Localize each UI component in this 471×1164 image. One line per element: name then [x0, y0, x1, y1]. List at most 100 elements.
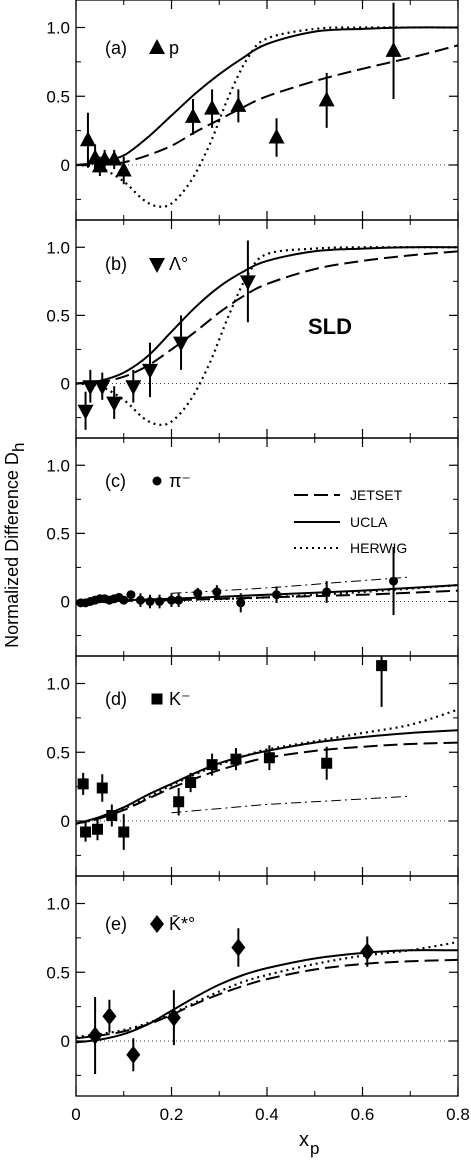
y-axis-title: Normalized Difference D: [2, 452, 22, 648]
data-point-square: [230, 753, 242, 765]
data-point-triangle-down: [94, 380, 111, 396]
data-point-circle: [193, 588, 203, 598]
data-point-square: [80, 826, 92, 838]
curve-jetset: [76, 44, 458, 167]
x-tick-label: 0.4: [255, 1105, 279, 1124]
data-point-square: [118, 826, 130, 838]
curve-herwig: [76, 708, 458, 825]
y-tick-label: 0.5: [46, 743, 70, 762]
panels-group: 0 0.5 1.0 (a) p 0 0.5 1.0 (b) Λ° 0 0.5 1.0 (c) π⁻ 0 0.5 1…: [46, 0, 459, 1097]
curve-ucla: [76, 949, 458, 1044]
panel-particle-label: K⁻: [169, 689, 191, 709]
data-point-triangle-up: [79, 131, 96, 147]
x-axis-title: x: [299, 1129, 309, 1151]
panel-marker-icon: [150, 915, 164, 933]
y-tick-label: 0: [61, 812, 70, 831]
panel-particle-label: p: [169, 38, 179, 58]
curve-dashdot: [171, 795, 411, 814]
y-tick-label: 0.5: [46, 963, 70, 982]
y-axis-subscript: h: [9, 443, 28, 452]
sld-label: SLD: [308, 314, 352, 339]
y-tick-label: 1.0: [46, 19, 70, 38]
curve-jetset: [76, 250, 458, 385]
data-point-square: [185, 777, 197, 788]
data-point-square: [96, 782, 108, 794]
panel-frame: [75, 655, 459, 877]
data-point-triangle-down: [142, 363, 159, 379]
data-point-circle: [389, 576, 399, 586]
y-tick-label: 0: [61, 375, 70, 394]
data-point-circle: [119, 595, 129, 605]
data-point-square: [263, 752, 275, 764]
curve-jetset: [76, 958, 458, 1040]
data-point-circle: [167, 595, 176, 605]
curve-jetset: [76, 741, 458, 825]
panel-e: 0 0.5 1.0 (e) K̄*°: [46, 875, 459, 1097]
data-point-square: [376, 660, 388, 672]
data-point-square: [106, 810, 118, 821]
data-point-square: [173, 796, 185, 808]
panel-label: (a): [105, 38, 127, 58]
x-tick-label: 0.6: [351, 1105, 375, 1124]
x-axis-subscript: p: [310, 1139, 319, 1158]
curve-herwig: [76, 246, 458, 427]
data-point-triangle-up: [184, 107, 201, 123]
data-point-square: [321, 757, 333, 769]
curve-herwig: [76, 940, 458, 1038]
y-tick-label: 0.5: [46, 524, 70, 543]
panel-label: (b): [105, 254, 127, 274]
data-point-diamond: [360, 942, 375, 961]
curve-ucla: [76, 729, 458, 825]
legend-label: JETSET: [350, 487, 403, 503]
data-point-diamond: [102, 1007, 117, 1026]
y-tick-label: 0: [61, 593, 70, 612]
data-point-triangle-up: [106, 150, 123, 166]
data-point-square: [77, 778, 89, 790]
panel-marker-icon: [151, 693, 163, 705]
data-point-diamond: [126, 1045, 141, 1064]
data-point-triangle-down: [239, 275, 256, 291]
y-tick-label: 0: [61, 1032, 70, 1051]
data-point-diamond: [88, 1026, 103, 1045]
data-point-triangle-up: [318, 91, 335, 107]
x-tick-label: 0.8: [446, 1105, 470, 1124]
data-point-circle: [174, 595, 184, 605]
data-point-triangle-up: [115, 161, 132, 177]
y-tick-label: 1.0: [46, 456, 70, 475]
data-point-triangle-up: [268, 128, 285, 144]
data-point-triangle-up: [204, 99, 221, 115]
decor-group: SLD JETSET UCLA HERWIG 0 0.2 0.4 0.6 0.8 x p Normal…: [2, 314, 470, 1158]
data-point-circle: [272, 590, 282, 600]
y-tick-label: 1.0: [46, 675, 70, 694]
y-tick-label: 1.0: [46, 895, 70, 914]
data-point-triangle-down: [106, 396, 123, 412]
curve-ucla: [76, 246, 458, 385]
data-point-square: [91, 823, 103, 835]
panel-particle-label: Λ°: [169, 254, 188, 274]
panel-marker-icon: [149, 39, 165, 54]
y-tick-label: 1.0: [46, 238, 70, 257]
panel-label: (d): [105, 689, 127, 709]
data-point-circle: [322, 587, 332, 597]
legend-label: HERWIG: [350, 540, 407, 556]
panel-label: (c): [105, 471, 126, 491]
data-point-triangle-up: [230, 96, 247, 112]
panel-d: 0 0.5 1.0 (d) K⁻: [46, 655, 459, 877]
panel-particle-label: π⁻: [169, 471, 191, 491]
panel-a: 0 0.5 1.0 (a) p: [46, 0, 459, 221]
y-tick-label: 0: [61, 156, 70, 175]
y-tick-label: 0.5: [46, 306, 70, 325]
data-point-square: [206, 759, 218, 771]
data-point-diamond: [166, 1008, 181, 1027]
curve-dashdot: [171, 576, 411, 594]
data-point-circle: [126, 590, 136, 600]
data-point-triangle-down: [77, 404, 94, 420]
panel-marker-icon: [149, 258, 165, 273]
y-tick-label: 0.5: [46, 87, 70, 106]
data-point-diamond: [231, 938, 246, 957]
data-point-circle: [236, 598, 246, 608]
data-point-triangle-down: [82, 380, 99, 396]
curve-ucla: [76, 26, 458, 166]
panel-marker-icon: [152, 476, 162, 486]
x-tick-label: 0: [71, 1105, 80, 1124]
